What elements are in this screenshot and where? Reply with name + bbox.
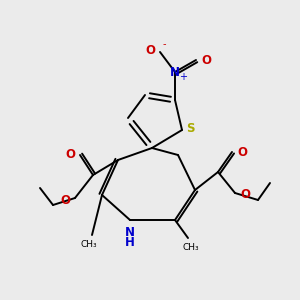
- Text: S: S: [186, 122, 194, 134]
- Text: O: O: [237, 146, 247, 158]
- Text: O: O: [145, 44, 155, 56]
- Text: CH₃: CH₃: [183, 243, 199, 252]
- Text: O: O: [60, 194, 70, 206]
- Text: O: O: [201, 53, 211, 67]
- Text: -: -: [162, 39, 166, 49]
- Text: N: N: [170, 65, 180, 79]
- Text: O: O: [65, 148, 75, 161]
- Text: +: +: [179, 72, 187, 82]
- Text: H: H: [125, 236, 135, 248]
- Text: O: O: [240, 188, 250, 202]
- Text: CH₃: CH₃: [81, 240, 97, 249]
- Text: N: N: [125, 226, 135, 238]
